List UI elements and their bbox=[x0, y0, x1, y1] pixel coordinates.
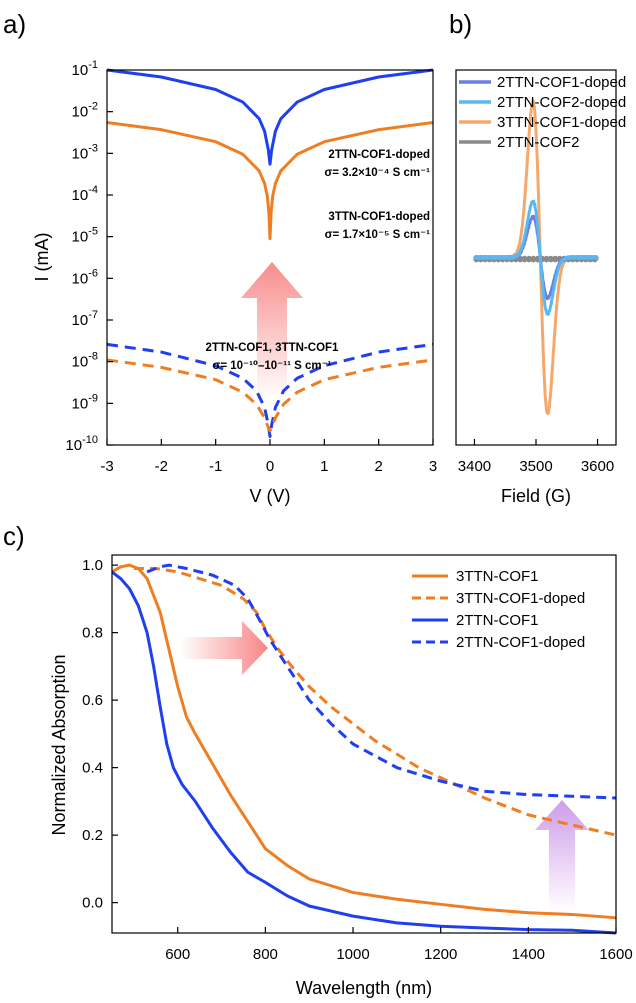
panel-a-x-ticks: -3 -2 -1 0 1 2 3 bbox=[100, 439, 437, 475]
annotation-2ttn-cof1-doped: 2TTN-COF1-doped bbox=[328, 149, 430, 161]
panel-a: a) -3 -2 -1 0 1 2 3 10-1010-910-810-710-610-51… bbox=[3, 9, 437, 506]
panel-a-xlabel: V (V) bbox=[249, 486, 290, 506]
panel-a-xtick-label: 2 bbox=[374, 458, 382, 475]
panel-a-series-3-dashed bbox=[106, 358, 434, 433]
panel-a-xtick-label: 1 bbox=[320, 458, 328, 475]
panel-b-legend-label: 2TTN-COF1-doped bbox=[497, 74, 626, 91]
panel-c-ytick-label: 0.4 bbox=[82, 760, 103, 777]
panel-b-xlabel: Field (G) bbox=[501, 486, 571, 506]
panel-b-xtick-label: 3400 bbox=[458, 458, 491, 475]
annotation-undoped: 2TTN-COF1, 3TTN-COF1 bbox=[206, 342, 339, 354]
panel-a-ytick-label: 10-2 bbox=[72, 101, 98, 121]
panel-a-letter: a) bbox=[3, 9, 26, 39]
panel-b-legend-label: 2TTN-COF2 bbox=[497, 134, 580, 151]
panel-b-x-ticks: 3400 3500 3600 bbox=[458, 439, 614, 475]
panel-b: b) 3400 3500 3600 Field (G) 2TTN-COF1-dope… bbox=[449, 9, 626, 506]
panel-c-series-2ttn-cof1-doped bbox=[146, 563, 617, 800]
panel-a-xtick-label: -2 bbox=[155, 458, 168, 475]
panel-a-curves bbox=[106, 68, 434, 438]
panel-c-y-ticks: 0.0 0.2 0.4 0.6 0.8 1.0 bbox=[82, 557, 118, 912]
panel-c-ytick-label: 0.8 bbox=[82, 625, 103, 642]
panel-a-series-0-solid bbox=[106, 68, 434, 166]
panel-b-xtick-label: 3600 bbox=[581, 458, 614, 475]
panel-a-ytick-label: 10-3 bbox=[72, 142, 98, 162]
panel-c-series-2ttn-cof1 bbox=[111, 570, 617, 935]
panel-c-ytick-label: 0.2 bbox=[82, 827, 103, 844]
panel-c-ytick-label: 0.6 bbox=[82, 692, 103, 709]
panel-c-series-3ttn-cof1-doped bbox=[133, 567, 617, 837]
panel-c-x-ticks: 600 800 1000 1200 1400 1600 bbox=[165, 927, 633, 963]
panel-c-arrows bbox=[180, 621, 589, 912]
panel-a-series-2-dashed bbox=[106, 342, 434, 438]
panel-a-xtick-label: -1 bbox=[209, 458, 222, 475]
panel-c-xtick-label: 1400 bbox=[512, 946, 545, 963]
panel-c-xtick-label: 600 bbox=[165, 946, 190, 963]
panel-c-xlabel: Wavelength (nm) bbox=[296, 978, 432, 998]
panel-c-legend-label: 3TTN-COF1 bbox=[456, 568, 539, 585]
panel-b-xtick-label: 3500 bbox=[519, 458, 552, 475]
panel-a-y-ticks: 10-10 10-9 10-8 10-7 10-6 10-5 10-4 10-3 10-2 10-… bbox=[65, 59, 113, 454]
panel-c-series-3ttn-cof1 bbox=[111, 563, 617, 920]
panel-b-curves bbox=[473, 99, 599, 415]
panel-a-ytick-label: 10-7 bbox=[72, 309, 98, 329]
panel-a-ytick-label: 10-9 bbox=[72, 392, 98, 412]
annotation-sigma-3ttn: σ= 1.7×10⁻⁵ S cm⁻¹ bbox=[325, 229, 430, 241]
panel-a-ytick-label: 10-8 bbox=[72, 351, 98, 371]
panel-a-increase-arrow bbox=[241, 262, 303, 400]
panel-a-ytick-label: 10-5 bbox=[72, 226, 98, 246]
panel-c-xtick-label: 800 bbox=[253, 946, 278, 963]
panel-c-ytick-label: 0.0 bbox=[82, 895, 103, 912]
panel-c-xtick-label: 1200 bbox=[424, 946, 457, 963]
panel-a-ytick-label: 10-10 bbox=[65, 434, 98, 454]
panel-c-redshift-arrow bbox=[180, 621, 268, 675]
panel-c-curves bbox=[111, 563, 617, 935]
panel-c-legend-label: 2TTN-COF1-doped bbox=[456, 634, 585, 651]
annotation-3ttn-cof1-doped: 3TTN-COF1-doped bbox=[328, 211, 430, 223]
panel-a-ytick-label: 10-6 bbox=[72, 267, 98, 287]
panel-b-legend-label: 3TTN-COF1-doped bbox=[497, 114, 626, 131]
annotation-sigma-2ttn: σ= 3.2×10⁻⁴ S cm⁻¹ bbox=[324, 167, 430, 179]
panel-c-legend: 3TTN-COF1 3TTN-COF1-doped 2TTN-COF1 2TTN-CO… bbox=[412, 568, 585, 651]
panel-c-letter: c) bbox=[3, 521, 25, 551]
panel-a-xtick-label: -3 bbox=[100, 458, 113, 475]
annotation-sigma-undoped: σ= 10⁻¹⁰–10⁻¹¹ S cm⁻¹ bbox=[212, 360, 331, 372]
panel-c-ytick-label: 1.0 bbox=[82, 557, 103, 574]
panel-a-xtick-label: 3 bbox=[429, 458, 437, 475]
panel-c-ylabel: Normalized Absorption bbox=[49, 654, 69, 835]
panel-b-spectrum-2ttn-cof2-doped bbox=[473, 199, 599, 316]
panel-a-ytick-label: 10-1 bbox=[72, 59, 98, 79]
panel-b-legend-label: 2TTN-COF2-doped bbox=[497, 94, 626, 111]
panel-a-series-1-solid bbox=[106, 120, 434, 241]
panel-a-ylabel: I (mA) bbox=[32, 233, 52, 282]
panel-c-legend-label: 2TTN-COF1 bbox=[456, 612, 539, 629]
panel-c-xtick-label: 1000 bbox=[336, 946, 369, 963]
panel-b-letter: b) bbox=[449, 9, 472, 39]
panel-a-ytick-label: 10-4 bbox=[72, 184, 98, 204]
panel-c: c) 600 800 1000 1200 1400 1600 0.00.20.40.60.… bbox=[3, 521, 633, 998]
panel-c-legend-label: 3TTN-COF1-doped bbox=[456, 590, 585, 607]
panel-a-xtick-label: 0 bbox=[266, 458, 274, 475]
panel-c-xtick-label: 1600 bbox=[599, 946, 632, 963]
panel-c-frame bbox=[111, 554, 617, 934]
panel-c-nir-arrow bbox=[535, 800, 589, 912]
panel-b-legend: 2TTN-COF1-doped 2TTN-COF2-doped 3TTN-COF1-… bbox=[459, 74, 626, 151]
